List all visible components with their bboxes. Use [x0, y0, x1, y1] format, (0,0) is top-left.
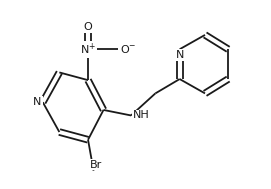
Text: N: N — [33, 97, 42, 107]
Text: O$^{-}$: O$^{-}$ — [120, 43, 136, 55]
Text: N$^{+}$: N$^{+}$ — [80, 42, 96, 57]
Text: O: O — [84, 22, 92, 32]
Text: NH: NH — [133, 110, 150, 120]
Text: N: N — [175, 50, 184, 60]
Text: Br: Br — [90, 160, 102, 170]
